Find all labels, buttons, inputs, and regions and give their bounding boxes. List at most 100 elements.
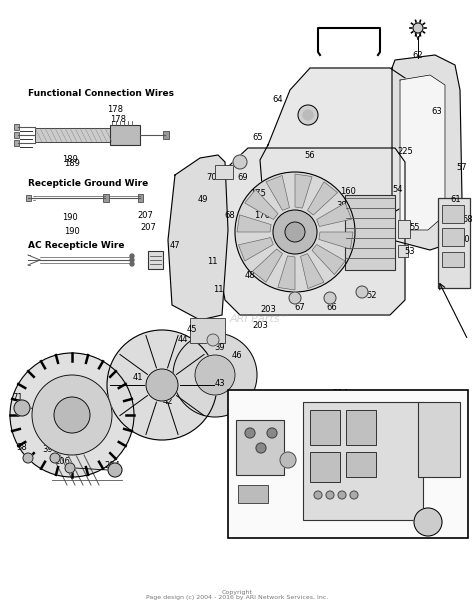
Text: 39: 39 — [337, 200, 347, 210]
Text: 173: 173 — [326, 484, 342, 492]
Circle shape — [326, 491, 334, 499]
Bar — [310, 452, 340, 482]
Text: 203: 203 — [260, 305, 276, 314]
Bar — [14, 132, 19, 138]
Bar — [110, 125, 140, 145]
Text: 49: 49 — [198, 196, 208, 205]
Circle shape — [130, 258, 134, 262]
Circle shape — [314, 491, 322, 499]
Polygon shape — [312, 245, 345, 275]
Text: 44: 44 — [178, 335, 188, 345]
Text: 54: 54 — [393, 186, 403, 194]
Text: 41: 41 — [133, 373, 143, 383]
Circle shape — [303, 110, 313, 120]
Text: 224: 224 — [294, 411, 310, 419]
Text: 47: 47 — [170, 240, 180, 249]
Polygon shape — [260, 68, 418, 220]
Circle shape — [414, 508, 442, 536]
Text: 60: 60 — [460, 235, 470, 245]
Bar — [310, 410, 340, 445]
Text: 56: 56 — [305, 151, 315, 159]
Text: 68: 68 — [225, 211, 236, 221]
Text: 69: 69 — [237, 172, 248, 181]
Text: 178: 178 — [110, 115, 126, 124]
Text: 67: 67 — [295, 303, 305, 313]
Text: 167: 167 — [250, 390, 266, 400]
Text: 189: 189 — [62, 156, 78, 164]
Text: 190: 190 — [62, 213, 78, 223]
Text: 63: 63 — [432, 107, 442, 116]
Circle shape — [23, 453, 33, 463]
Text: 52: 52 — [367, 291, 377, 300]
Polygon shape — [301, 254, 324, 289]
Polygon shape — [253, 249, 283, 282]
Circle shape — [50, 453, 60, 463]
Text: ARI Parts™: ARI Parts™ — [230, 314, 292, 324]
Text: 172: 172 — [357, 455, 373, 465]
Text: Recepticle Ground Wire: Recepticle Ground Wire — [28, 178, 148, 188]
Bar — [215, 165, 233, 179]
Polygon shape — [237, 215, 271, 232]
Circle shape — [350, 491, 358, 499]
Text: 40: 40 — [67, 376, 77, 384]
Bar — [438, 198, 470, 288]
Polygon shape — [218, 148, 405, 315]
Text: 176: 176 — [254, 210, 270, 219]
Text: 11: 11 — [213, 286, 223, 294]
Text: Copyright
Page design (c) 2004 - 2016 by ARI Network Services, Inc.: Copyright Page design (c) 2004 - 2016 by… — [146, 590, 328, 600]
Text: 190: 190 — [64, 227, 80, 237]
Text: 164: 164 — [430, 490, 446, 500]
Bar — [163, 131, 169, 139]
Circle shape — [235, 172, 355, 292]
Text: 39: 39 — [215, 343, 225, 352]
Circle shape — [233, 155, 247, 169]
Bar — [148, 251, 163, 269]
Text: Panel Assembly: Panel Assembly — [376, 395, 463, 405]
Text: 65: 65 — [253, 134, 264, 142]
Circle shape — [324, 292, 336, 304]
Bar — [442, 252, 464, 267]
Text: 46: 46 — [232, 351, 242, 359]
Text: 71: 71 — [13, 392, 23, 402]
Text: 174: 174 — [345, 484, 361, 492]
Bar — [103, 194, 109, 202]
Polygon shape — [238, 238, 273, 261]
Text: 207: 207 — [137, 210, 153, 219]
Text: AC Recepticle Wire: AC Recepticle Wire — [28, 242, 125, 251]
Text: 203: 203 — [252, 321, 268, 330]
Circle shape — [146, 369, 178, 401]
Bar — [26, 195, 31, 201]
Circle shape — [195, 355, 235, 395]
Text: 70: 70 — [207, 173, 217, 183]
Bar — [418, 402, 460, 477]
Text: 223: 223 — [277, 463, 293, 473]
Polygon shape — [308, 182, 337, 215]
Bar — [190, 318, 225, 343]
Circle shape — [280, 452, 296, 468]
Polygon shape — [278, 256, 295, 290]
Text: 225: 225 — [397, 148, 413, 156]
Text: 57: 57 — [456, 164, 467, 172]
Polygon shape — [266, 175, 290, 210]
Text: 204: 204 — [104, 460, 120, 470]
Circle shape — [65, 463, 75, 473]
Circle shape — [107, 330, 217, 440]
Circle shape — [14, 400, 30, 416]
Text: 61: 61 — [451, 196, 461, 205]
Circle shape — [10, 353, 134, 477]
Text: 160: 160 — [340, 188, 356, 197]
Bar — [346, 452, 376, 477]
Circle shape — [54, 397, 90, 433]
Text: 221: 221 — [230, 424, 246, 433]
Circle shape — [285, 222, 305, 242]
Circle shape — [173, 333, 257, 417]
Text: 38: 38 — [17, 443, 27, 452]
Text: 42: 42 — [163, 397, 173, 406]
Polygon shape — [317, 203, 352, 226]
Circle shape — [298, 105, 318, 125]
Polygon shape — [319, 232, 353, 249]
Text: 166: 166 — [442, 395, 458, 405]
Circle shape — [130, 254, 134, 258]
Text: 175: 175 — [250, 189, 266, 197]
Text: 206: 206 — [54, 457, 70, 466]
